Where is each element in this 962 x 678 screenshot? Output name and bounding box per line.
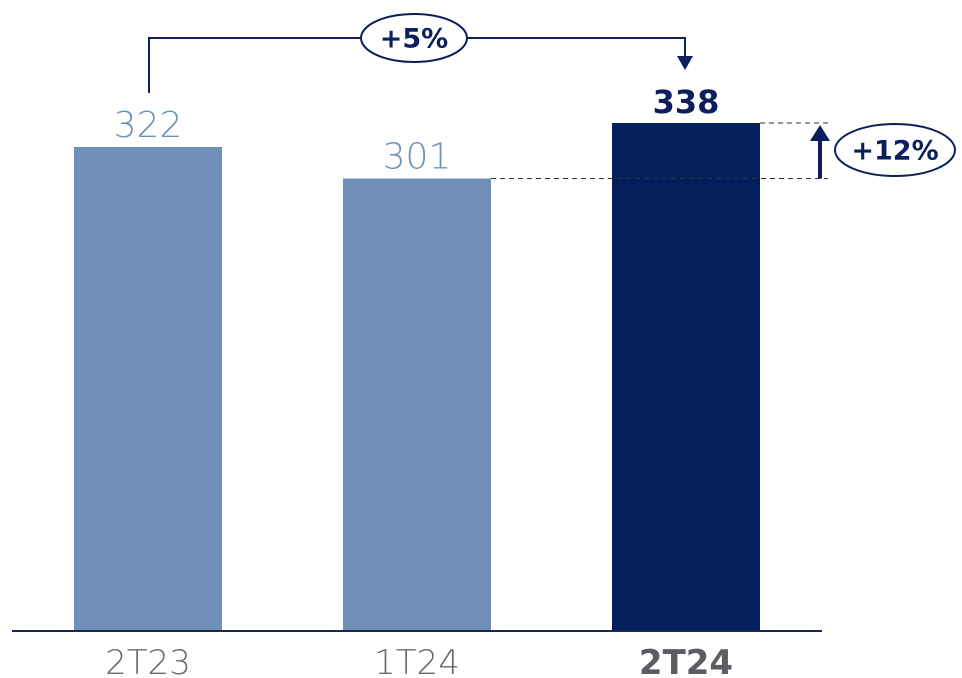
qoq-badge <box>834 123 956 177</box>
yoy-arrow-down-icon <box>677 56 693 70</box>
category-label-2t23: 2T23 <box>105 643 191 678</box>
qoq-arrow-up-icon <box>810 125 830 141</box>
bar-1t24 <box>343 178 491 630</box>
value-label-2t24: 338 <box>653 83 720 121</box>
bars-layer <box>74 123 760 630</box>
qoq-badge-label: +12% <box>851 136 938 167</box>
category-label-2t24: 2T24 <box>639 643 733 678</box>
bar-2t23 <box>74 147 222 630</box>
bar-2t24 <box>612 123 760 630</box>
qoq-annotation: +12% <box>491 122 956 179</box>
yoy-badge-label: +5% <box>380 24 448 55</box>
yoy-annotation: +5% <box>148 13 693 93</box>
yoy-badge <box>360 13 468 63</box>
value-label-1t24: 301 <box>383 137 452 178</box>
value-labels-layer: 322 301 338 <box>114 83 720 178</box>
category-labels-layer: 2T23 1T24 2T24 <box>105 643 733 678</box>
value-label-2t23: 322 <box>114 105 183 146</box>
category-label-1t24: 1T24 <box>374 643 460 678</box>
